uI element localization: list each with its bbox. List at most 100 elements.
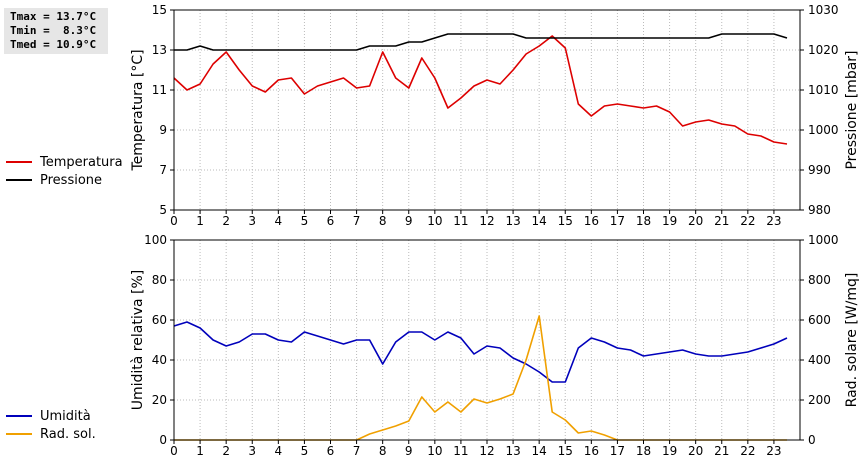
- y-tick-label-right: 980: [808, 203, 831, 217]
- chart-panel-2: 0 1 2 3 4 5 6 7 8 9 10 11 12 13 14 15 16 17 18 19 20 21 22 2302…: [130, 233, 860, 458]
- y-tick-label-right: 800: [808, 273, 831, 287]
- legend-label-pressione: Pressione: [40, 172, 103, 188]
- legend-item-pressione: Pressione: [6, 171, 123, 189]
- y-tick-label-left: 7: [159, 163, 167, 177]
- x-tick-label: 2: [222, 444, 230, 458]
- x-tick-label: 14: [532, 444, 547, 458]
- tmin-text: Tmin = 8.3°C: [10, 24, 97, 37]
- y-tick-label-right: 600: [808, 313, 831, 327]
- y-tick-label-right: 1000: [808, 233, 839, 247]
- x-tick-label: 6: [327, 444, 335, 458]
- y-axis-title-right: Pressione [mbar]: [844, 50, 860, 169]
- x-tick-label: 19: [662, 444, 677, 458]
- legend-swatch-umidita: [6, 415, 32, 417]
- chart-panel-1: 0 1 2 3 4 5 6 7 8 9 10 11 12 13 14 15 16 17 18 19 20 21 22 2357…: [130, 3, 860, 228]
- legend-bottom-items: Umidità Rad. sol.: [6, 407, 96, 443]
- x-tick-label: 16: [584, 214, 599, 228]
- x-tick-label: 16: [584, 444, 599, 458]
- x-tick-label: 1: [196, 444, 204, 458]
- y-tick-label-left: 5: [159, 203, 167, 217]
- y-tick-label-right: 200: [808, 393, 831, 407]
- y-tick-label-right: 0: [808, 433, 816, 447]
- x-tick-label: 0: [170, 214, 178, 228]
- x-tick-label: 6: [327, 214, 335, 228]
- y-tick-label-right: 1010: [808, 83, 839, 97]
- y-tick-label-left: 11: [152, 83, 167, 97]
- legend-item-umidita: Umidità: [6, 407, 96, 425]
- x-tick-label: 22: [740, 214, 755, 228]
- x-tick-label: 7: [353, 444, 361, 458]
- y-axis-title-left: Temperatura [°C]: [130, 49, 146, 171]
- y-tick-label-left: 20: [152, 393, 167, 407]
- legend-item-rad-sol: Rad. sol.: [6, 425, 96, 443]
- legend-item-temperatura: Temperatura: [6, 153, 123, 171]
- x-tick-label: 10: [427, 444, 442, 458]
- x-tick-label: 19: [662, 214, 677, 228]
- y-tick-label-right: 1000: [808, 123, 839, 137]
- x-tick-label: 21: [714, 444, 729, 458]
- y-tick-label-right: 1020: [808, 43, 839, 57]
- series-line-temperatura: [173, 35, 788, 145]
- x-tick-label: 13: [505, 444, 520, 458]
- x-tick-label: 3: [248, 214, 256, 228]
- legend-label-temperatura: Temperatura: [40, 154, 123, 170]
- x-tick-label: 14: [532, 214, 547, 228]
- tmax-text: Tmax = 13.7°C: [10, 10, 97, 23]
- x-tick-label: 11: [453, 214, 468, 228]
- y-tick-label-right: 400: [808, 353, 831, 367]
- x-tick-label: 12: [479, 444, 494, 458]
- y-tick-label-left: 100: [144, 233, 167, 247]
- x-tick-label: 20: [688, 444, 703, 458]
- legend-label-rad-sol: Rad. sol.: [40, 426, 96, 442]
- x-tick-label: 5: [301, 214, 309, 228]
- x-tick-label: 1: [196, 214, 204, 228]
- x-tick-label: 15: [558, 214, 573, 228]
- stats-box: Tmax = 13.7°C Tmin = 8.3°C Tmed = 10.9°C: [4, 8, 108, 54]
- x-tick-label: 4: [275, 214, 283, 228]
- x-tick-label: 8: [379, 444, 387, 458]
- y-tick-label-left: 9: [159, 123, 167, 137]
- y-tick-label-left: 13: [152, 43, 167, 57]
- y-axis-title-left: Umidità relativa [%]: [130, 270, 146, 411]
- x-tick-label: 22: [740, 444, 755, 458]
- x-tick-label: 15: [558, 444, 573, 458]
- x-tick-label: 20: [688, 214, 703, 228]
- legend-swatch-pressione: [6, 179, 32, 181]
- y-tick-label-right: 990: [808, 163, 831, 177]
- y-tick-label-left: 60: [152, 313, 167, 327]
- x-tick-label: 21: [714, 214, 729, 228]
- x-tick-label: 9: [405, 214, 413, 228]
- x-tick-label: 10: [427, 214, 442, 228]
- x-tick-label: 7: [353, 214, 361, 228]
- x-tick-label: 23: [766, 444, 781, 458]
- legend-label-umidita: Umidità: [40, 408, 91, 424]
- x-tick-label: 8: [379, 214, 387, 228]
- x-tick-label: 2: [222, 214, 230, 228]
- legend-swatch-rad-sol: [6, 433, 32, 435]
- x-tick-label: 9: [405, 444, 413, 458]
- y-axis-title-right: Rad. solare [W/mq]: [844, 273, 860, 408]
- x-tick-label: 23: [766, 214, 781, 228]
- x-tick-label: 13: [505, 214, 520, 228]
- series-line-pressione: [174, 33, 788, 51]
- y-tick-label-left: 15: [152, 3, 167, 17]
- x-tick-label: 17: [610, 214, 625, 228]
- y-tick-label-right: 1030: [808, 3, 839, 17]
- y-tick-label-left: 40: [152, 353, 167, 367]
- x-tick-label: 4: [275, 444, 283, 458]
- x-tick-label: 0: [170, 444, 178, 458]
- x-tick-label: 17: [610, 444, 625, 458]
- y-tick-label-left: 80: [152, 273, 167, 287]
- y-tick-label-left: 0: [159, 433, 167, 447]
- tmed-text: Tmed = 10.9°C: [10, 38, 97, 51]
- x-tick-label: 11: [453, 444, 468, 458]
- x-tick-label: 3: [248, 444, 256, 458]
- legend-top: Temperatura Pressione: [6, 153, 123, 189]
- x-tick-label: 12: [479, 214, 494, 228]
- legend-swatch-temperatura: [6, 161, 32, 163]
- x-tick-label: 18: [636, 444, 651, 458]
- series-line-umidit: [173, 321, 788, 383]
- x-tick-label: 5: [301, 444, 309, 458]
- x-tick-label: 18: [636, 214, 651, 228]
